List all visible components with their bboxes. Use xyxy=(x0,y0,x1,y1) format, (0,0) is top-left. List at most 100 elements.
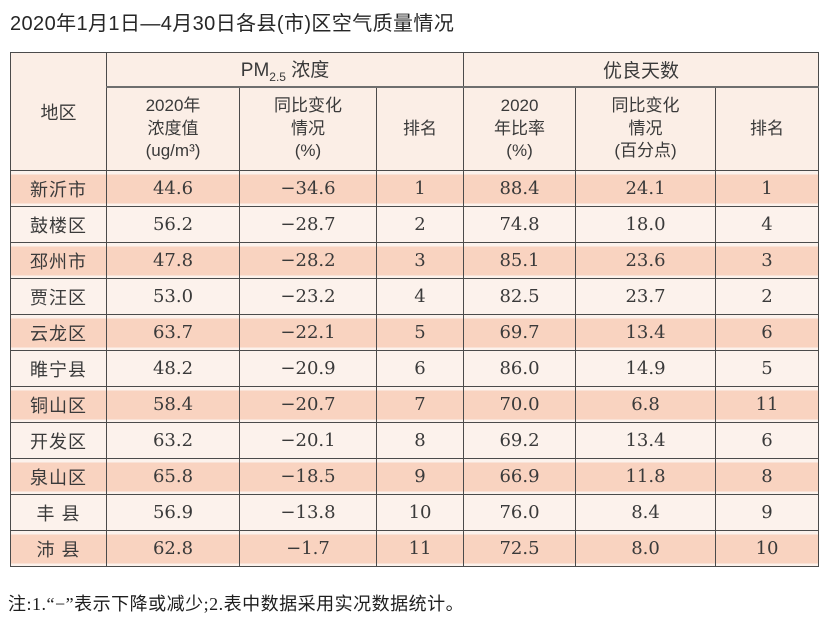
good-ratio-cell: 76.0 xyxy=(463,494,577,531)
pm-value-cell: 63.2 xyxy=(106,422,240,459)
good-rank-cell: 1 xyxy=(715,170,820,207)
good-rank-cell: 9 xyxy=(715,494,820,531)
pm-rank-cell: 4 xyxy=(375,278,465,315)
pm-change-cell: −1.7 xyxy=(239,530,377,567)
pm-rank-cell: 3 xyxy=(375,242,465,279)
table-row: 丰 县 56.9 −13.8 10 76.0 8.4 9 xyxy=(10,494,820,531)
region-cell: 丰 县 xyxy=(10,494,107,531)
good-ratio-cell: 74.8 xyxy=(463,206,577,243)
good-change-cell: 8.4 xyxy=(575,494,717,531)
region-cell: 鼓楼区 xyxy=(10,206,107,243)
col-header-good-rank: 排名 xyxy=(715,86,820,171)
good-rank-cell: 6 xyxy=(715,422,820,459)
region-cell: 沛 县 xyxy=(10,530,107,567)
good-change-cell: 23.6 xyxy=(575,242,717,279)
pm-change-cell: −28.2 xyxy=(239,242,377,279)
col-header-good-ratio: 2020 年比率 (%) xyxy=(463,86,577,171)
pm-rank-cell: 7 xyxy=(375,386,465,423)
good-change-cell: 13.4 xyxy=(575,422,717,459)
region-cell: 睢宁县 xyxy=(10,350,107,387)
pm-value-cell: 62.8 xyxy=(106,530,240,567)
pm-rank-cell: 9 xyxy=(375,458,465,495)
table-row: 邳州市 47.8 −28.2 3 85.1 23.6 3 xyxy=(10,242,820,279)
pm-change-cell: −13.8 xyxy=(239,494,377,531)
col-header-pm-value: 2020年 浓度值 (ug/m³) xyxy=(106,86,240,171)
table-row: 鼓楼区 56.2 −28.7 2 74.8 18.0 4 xyxy=(10,206,820,243)
good-change-cell: 8.0 xyxy=(575,530,717,567)
good-ratio-cell: 70.0 xyxy=(463,386,577,423)
good-rank-cell: 3 xyxy=(715,242,820,279)
pm-label-prefix: PM xyxy=(240,60,270,82)
pm-value-cell: 58.4 xyxy=(106,386,240,423)
pm-rank-cell: 6 xyxy=(375,350,465,387)
good-rank-cell: 6 xyxy=(715,314,820,351)
good-change-cell: 11.8 xyxy=(575,458,717,495)
pm-value-cell: 44.6 xyxy=(106,170,240,207)
pm-change-cell: −20.1 xyxy=(239,422,377,459)
pm-value-cell: 48.2 xyxy=(106,350,240,387)
col-header-pm-rank: 排名 xyxy=(375,86,465,171)
table-row: 铜山区 58.4 −20.7 7 70.0 6.8 11 xyxy=(10,386,820,423)
good-rank-cell: 2 xyxy=(715,278,820,315)
pm-rank-cell: 11 xyxy=(375,530,465,567)
table-header: 地区 PM2.5 浓度 优良天数 2020年 浓度值 (ug/m³) 同比变化 … xyxy=(10,52,820,171)
good-ratio-cell: 66.9 xyxy=(463,458,577,495)
region-column-header: 地区 xyxy=(10,52,107,171)
pm-rank-cell: 1 xyxy=(375,170,465,207)
pm-value-cell: 63.7 xyxy=(106,314,240,351)
group-header-row: 地区 PM2.5 浓度 优良天数 xyxy=(10,52,820,171)
pm-rank-cell: 2 xyxy=(375,206,465,243)
good-rank-cell: 5 xyxy=(715,350,820,387)
region-cell: 贾汪区 xyxy=(10,278,107,315)
good-ratio-cell: 82.5 xyxy=(463,278,577,315)
col-header-good-change: 同比变化 情况 (百分点) xyxy=(575,86,717,171)
good-rank-cell: 8 xyxy=(715,458,820,495)
good-ratio-cell: 72.5 xyxy=(463,530,577,567)
pm-rank-cell: 5 xyxy=(375,314,465,351)
pm-change-cell: −23.2 xyxy=(239,278,377,315)
pm-value-cell: 53.0 xyxy=(106,278,240,315)
table-row: 沛 县 62.8 −1.7 11 72.5 8.0 10 xyxy=(10,530,820,567)
region-cell: 铜山区 xyxy=(10,386,107,423)
good-days-group-header: 优良天数 xyxy=(463,52,820,88)
page-title: 2020年1月1日—4月30日各县(市)区空气质量情况 xyxy=(10,13,455,35)
good-change-cell: 24.1 xyxy=(575,170,717,207)
pm-label-subscript: 2.5 xyxy=(269,69,286,84)
pm-value-cell: 56.9 xyxy=(106,494,240,531)
pm-change-cell: −22.1 xyxy=(239,314,377,351)
good-rank-cell: 4 xyxy=(715,206,820,243)
pm-change-cell: −34.6 xyxy=(239,170,377,207)
pm-value-cell: 47.8 xyxy=(106,242,240,279)
pm-change-cell: −20.9 xyxy=(239,350,377,387)
region-cell: 泉山区 xyxy=(10,458,107,495)
table-row: 新沂市 44.6 −34.6 1 88.4 24.1 1 xyxy=(10,170,820,207)
table-body: 新沂市 44.6 −34.6 1 88.4 24.1 1 鼓楼区 56.2 −28.7 2 74.8 1… xyxy=(10,170,820,567)
region-cell: 云龙区 xyxy=(10,314,107,351)
good-change-cell: 6.8 xyxy=(575,386,717,423)
region-cell: 开发区 xyxy=(10,422,107,459)
good-ratio-cell: 85.1 xyxy=(463,242,577,279)
pm-change-cell: −20.7 xyxy=(239,386,377,423)
pm-label-suffix: 浓度 xyxy=(285,60,330,82)
col-header-pm-change: 同比变化 情况 (%) xyxy=(239,86,377,171)
good-change-cell: 14.9 xyxy=(575,350,717,387)
region-cell: 新沂市 xyxy=(10,170,107,207)
good-ratio-cell: 88.4 xyxy=(463,170,577,207)
good-rank-cell: 10 xyxy=(715,530,820,567)
good-change-cell: 23.7 xyxy=(575,278,717,315)
pm-change-cell: −18.5 xyxy=(239,458,377,495)
sub-header-row: 2020年 浓度值 (ug/m³) 同比变化 情况 (%) 排名 2020 年比… xyxy=(11,86,820,171)
good-ratio-cell: 86.0 xyxy=(463,350,577,387)
good-rank-cell: 11 xyxy=(715,386,820,423)
good-ratio-cell: 69.7 xyxy=(463,314,577,351)
pm-value-cell: 65.8 xyxy=(106,458,240,495)
good-change-cell: 18.0 xyxy=(575,206,717,243)
good-change-cell: 13.4 xyxy=(575,314,717,351)
pm-rank-cell: 10 xyxy=(375,494,465,531)
table-row: 睢宁县 48.2 −20.9 6 86.0 14.9 5 xyxy=(10,350,820,387)
table-row: 泉山区 65.8 −18.5 9 66.9 11.8 8 xyxy=(10,458,820,495)
table-row: 贾汪区 53.0 −23.2 4 82.5 23.7 2 xyxy=(10,278,820,315)
region-cell: 邳州市 xyxy=(10,242,107,279)
pm-change-cell: −28.7 xyxy=(239,206,377,243)
air-quality-table: 地区 PM2.5 浓度 优良天数 2020年 浓度值 (ug/m³) 同比变化 … xyxy=(10,52,820,567)
